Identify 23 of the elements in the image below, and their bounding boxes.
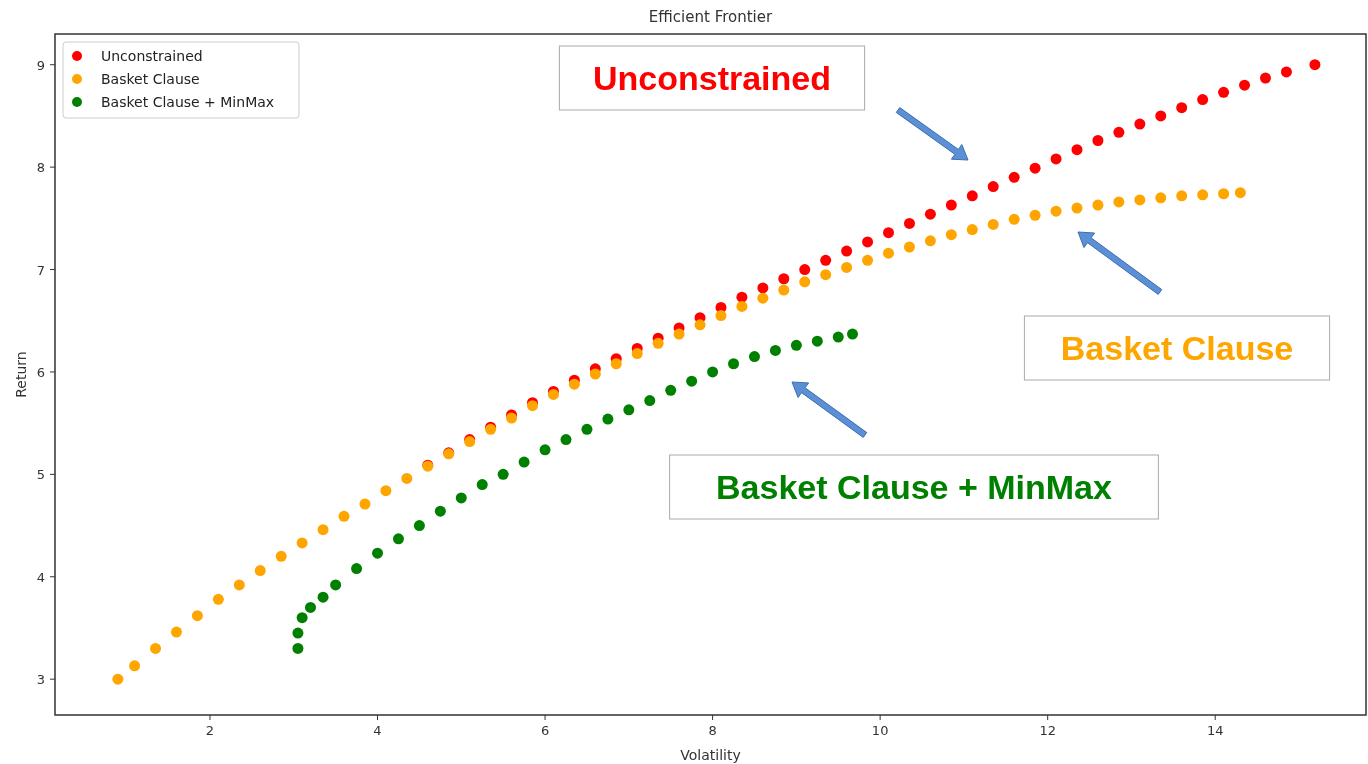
x-tick-label: 14: [1206, 723, 1224, 738]
y-tick-label: 7: [36, 262, 45, 278]
legend-label: Unconstrained: [101, 48, 203, 64]
y-tick-label: 8: [36, 160, 45, 176]
legend-label: Basket Clause: [101, 71, 200, 87]
annotation: Unconstrained: [592, 59, 832, 97]
y-tick-label: 5: [36, 467, 45, 483]
x-tick-label: 4: [373, 723, 382, 738]
x-tick-label: 2: [205, 723, 215, 738]
annotation: Basket Clause + MinMax: [716, 468, 1113, 506]
x-tick-label: 10: [871, 723, 889, 738]
y-tick-label: 4: [36, 569, 45, 585]
x-tick-label: 6: [540, 723, 550, 738]
annotation: Basket Clause: [1060, 329, 1294, 367]
x-axis-title: Volatility: [680, 747, 741, 763]
chart-title: Efficient Frontier: [648, 8, 773, 26]
y-tick-label: 6: [36, 364, 45, 380]
legend-label: Basket Clause + MinMax: [101, 94, 275, 110]
y-tick-label: 3: [36, 672, 45, 688]
y-axis-title: Return: [13, 351, 29, 398]
x-tick-label: 12: [1039, 723, 1056, 738]
y-tick-label: 9: [36, 57, 45, 73]
x-tick-label: 8: [708, 723, 717, 738]
